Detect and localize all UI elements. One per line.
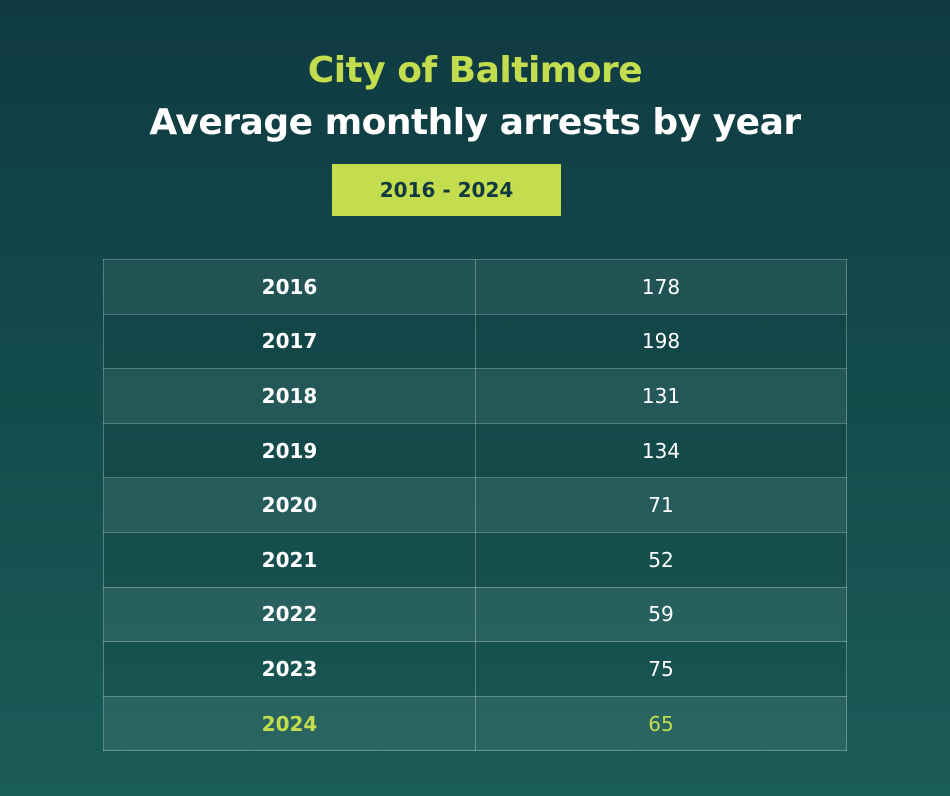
value-cell: 52 (475, 531, 847, 588)
value-cell: 75 (475, 641, 847, 697)
year-cell: 2016 (103, 259, 476, 315)
chart-subtitle: Average monthly arrests by year (149, 102, 801, 143)
value-cell: 65 (475, 695, 847, 752)
value-cell: 131 (475, 368, 847, 424)
table-row: 2021 52 (103, 531, 847, 588)
table-row: 2018 131 (103, 368, 847, 424)
arrests-table: 2016 178 2017 198 2018 131 2019 134 2020 71 2021 52… (103, 259, 847, 752)
year-cell: 2018 (103, 368, 476, 424)
value-cell: 198 (475, 313, 847, 370)
table-row: 2022 59 (103, 586, 847, 643)
year-cell: 2021 (103, 531, 476, 588)
value-cell: 178 (475, 259, 847, 315)
year-cell: 2017 (103, 313, 476, 370)
table-row: 2016 178 (103, 259, 847, 315)
table-row: 2020 71 (103, 477, 847, 533)
year-cell: 2019 (103, 422, 476, 479)
year-cell: 2022 (103, 586, 476, 643)
value-cell: 134 (475, 422, 847, 479)
chart-title: City of Baltimore (307, 50, 643, 91)
year-cell: 2020 (103, 477, 476, 533)
year-cell: 2023 (103, 641, 476, 697)
value-cell: 59 (475, 586, 847, 643)
table-row: 2017 198 (103, 313, 847, 370)
value-cell: 71 (475, 477, 847, 533)
table-row: 2019 134 (103, 422, 847, 479)
table-row: 2024 65 (103, 695, 847, 752)
table-row: 2023 75 (103, 641, 847, 697)
date-range-badge: 2016 - 2024 (332, 164, 561, 216)
year-cell: 2024 (103, 695, 476, 752)
